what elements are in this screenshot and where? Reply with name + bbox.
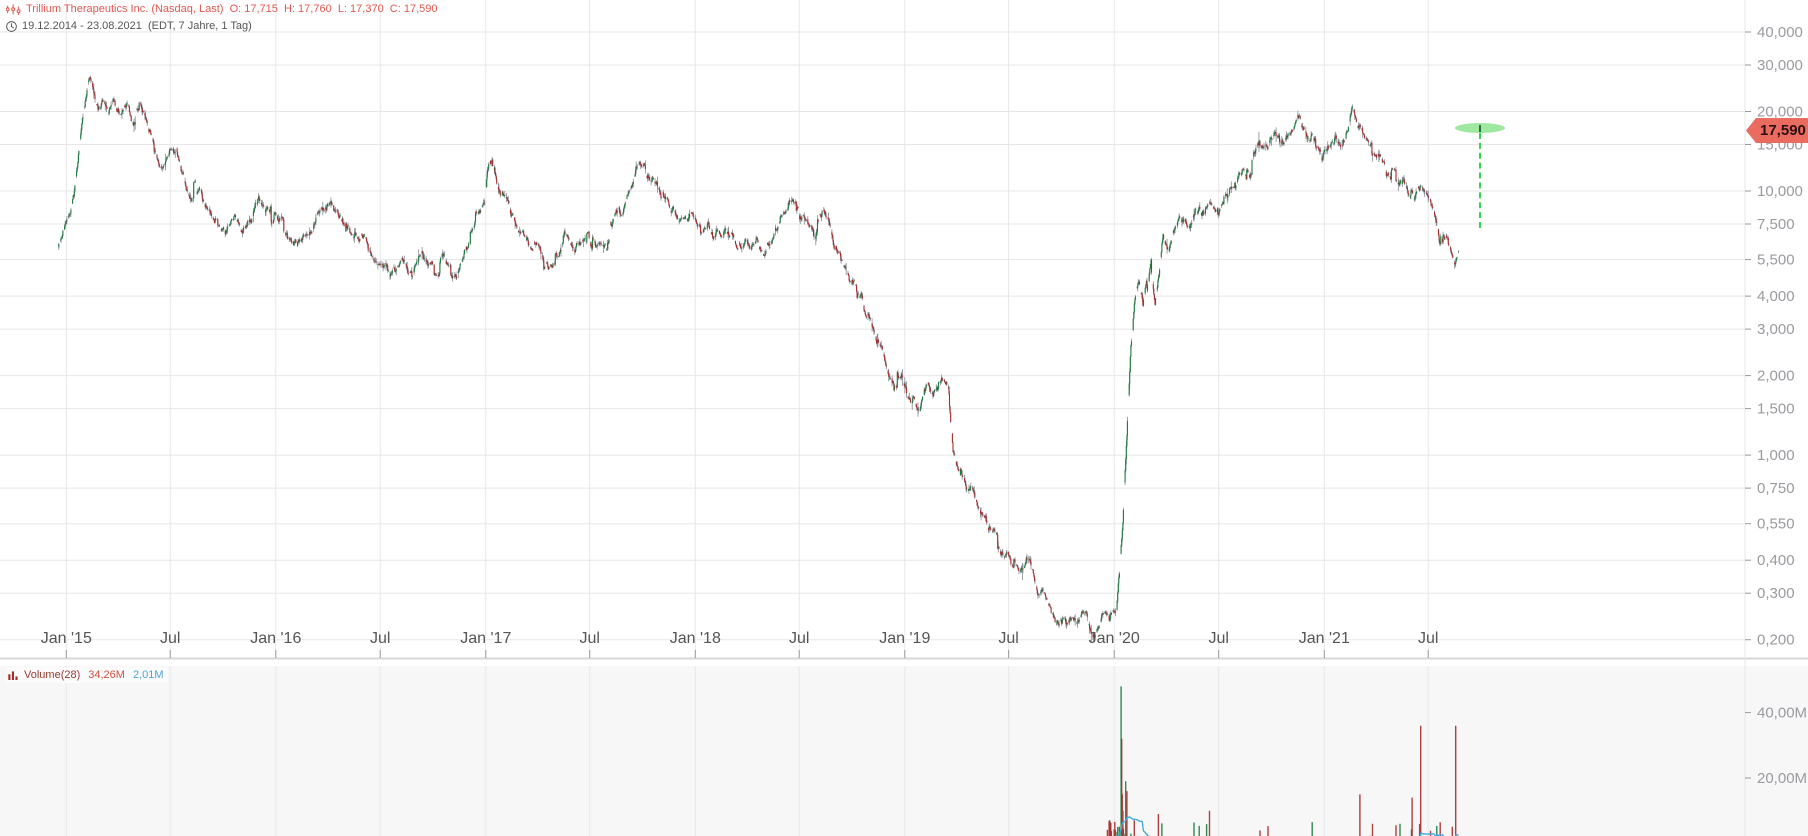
svg-text:Jul: Jul (1418, 630, 1438, 647)
svg-text:Jan '17: Jan '17 (460, 630, 511, 647)
svg-text:40,00M: 40,00M (1757, 705, 1807, 722)
svg-text:0,750: 0,750 (1757, 480, 1795, 497)
svg-text:Jan '15: Jan '15 (41, 630, 92, 647)
svg-text:3,000: 3,000 (1757, 321, 1795, 338)
svg-text:30,000: 30,000 (1757, 57, 1803, 74)
svg-text:7,500: 7,500 (1757, 216, 1795, 233)
svg-text:0,550: 0,550 (1757, 516, 1795, 533)
svg-text:0,400: 0,400 (1757, 552, 1795, 569)
svg-text:0,300: 0,300 (1757, 585, 1795, 602)
svg-text:Jan '18: Jan '18 (670, 630, 721, 647)
svg-text:Jan '16: Jan '16 (250, 630, 301, 647)
svg-text:1,500: 1,500 (1757, 401, 1795, 418)
svg-text:Jul: Jul (998, 630, 1018, 647)
svg-text:Jul: Jul (1208, 630, 1228, 647)
svg-text:1,000: 1,000 (1757, 447, 1795, 464)
svg-text:Jul: Jul (579, 630, 599, 647)
svg-text:20,000: 20,000 (1757, 104, 1803, 121)
svg-text:Jan '21: Jan '21 (1299, 630, 1350, 647)
svg-text:Jul: Jul (789, 630, 809, 647)
svg-text:40,000: 40,000 (1757, 24, 1803, 41)
svg-text:Jan '20: Jan '20 (1089, 630, 1140, 647)
svg-text:4,000: 4,000 (1757, 288, 1795, 305)
svg-text:2,000: 2,000 (1757, 368, 1795, 385)
svg-text:Jul: Jul (160, 630, 180, 647)
svg-text:5,500: 5,500 (1757, 252, 1795, 269)
svg-text:20,00M: 20,00M (1757, 770, 1807, 787)
svg-text:10,000: 10,000 (1757, 183, 1803, 200)
svg-text:Jan '19: Jan '19 (879, 630, 930, 647)
svg-text:0,200: 0,200 (1757, 632, 1795, 649)
svg-text:Jul: Jul (370, 630, 390, 647)
